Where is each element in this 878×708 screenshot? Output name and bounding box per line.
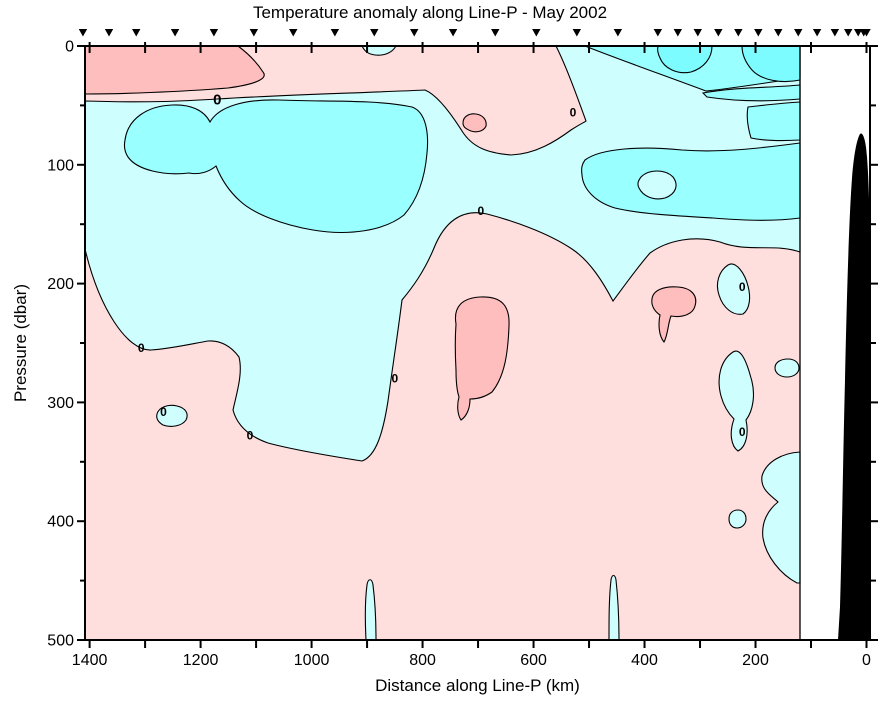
station-marker-icon [491, 29, 500, 37]
y-tick-label: 300 [47, 395, 74, 412]
station-marker-icon [774, 29, 783, 37]
y-tick-label: 500 [47, 633, 74, 650]
station-marker-icon [812, 29, 822, 37]
station-marker-icon [714, 29, 723, 37]
station-marker-icon [853, 29, 863, 37]
station-marker-icon [830, 29, 840, 37]
axis-ticks [77, 42, 878, 648]
contour-regions [84, 45, 870, 641]
x-tick-label: 1000 [294, 652, 330, 669]
cold-spot-small [728, 509, 747, 529]
zero-contour-label: 0 [138, 341, 145, 355]
station-marker-icon [673, 29, 683, 37]
chart-title: Temperature anomaly along Line-P - May 2… [252, 3, 608, 22]
station-marker-icon [132, 29, 141, 37]
x-tick-label: 0 [862, 652, 871, 669]
zero-contour-label: 0 [213, 91, 221, 108]
station-marker-icon [613, 29, 623, 37]
tick-labels: 1400 1200 1000 800 600 400 200 0 0 100 200 300 400 50… [47, 39, 871, 670]
station-marker-icon [104, 29, 114, 37]
station-marker-icon [78, 29, 88, 37]
warm-spot-tongue [462, 113, 487, 133]
station-marker-icon [754, 29, 763, 37]
y-tick-label: 400 [47, 514, 74, 531]
cold-stripe-right-b [746, 101, 801, 142]
surface-warm-core [84, 45, 265, 95]
station-marker-icon [249, 29, 259, 37]
station-marker-icon [209, 29, 219, 37]
cold-lens-nearshore [774, 358, 800, 378]
x-tick-label: 1200 [183, 652, 219, 669]
station-marker-icon [289, 29, 298, 37]
station-marker-icon [693, 29, 703, 37]
zero-contour-label: 0 [739, 280, 746, 294]
station-marker-icon [794, 29, 803, 37]
cold-stripe-right-a [701, 84, 801, 102]
cold-sliver-900km [364, 579, 377, 641]
x-tick-label: 200 [742, 652, 769, 669]
cold-patch-nearshore-b [718, 350, 755, 452]
zero-contour-labels: 0 0 0 0 0 0 0 0 0 [138, 91, 746, 442]
station-marker-icon [330, 29, 340, 37]
zero-contour-label: 0 [477, 204, 484, 218]
station-marker-icon [532, 29, 541, 37]
cold-patch-nearshore-a [716, 263, 751, 315]
cold-sliver-455km [608, 574, 620, 641]
station-marker-icon [734, 29, 743, 37]
y-tick-label: 0 [65, 39, 74, 56]
cold-core-topright-b [741, 45, 801, 83]
zero-contour-label: 0 [160, 405, 167, 419]
x-tick-label: 600 [520, 652, 547, 669]
cold-spot-west [156, 404, 188, 427]
cold-core-west [123, 99, 429, 233]
x-tick-label: 800 [409, 652, 436, 669]
warm-core-deep-a [454, 296, 510, 421]
zero-contour-label: 0 [391, 372, 398, 386]
cold-notch-top [361, 45, 397, 56]
y-tick-label: 200 [47, 276, 74, 293]
warm-core-deep-b [651, 286, 697, 343]
cold-patch-edge [761, 451, 801, 584]
station-marker-icon [370, 29, 379, 37]
station-marker-icon [170, 29, 180, 37]
station-markers [78, 29, 871, 37]
zero-contour-label: 0 [247, 429, 254, 443]
x-tick-label: 400 [631, 652, 658, 669]
zero-contour-label: 0 [739, 425, 746, 439]
station-marker-icon [572, 29, 582, 37]
seafloor [838, 133, 870, 640]
x-axis-label: Distance along Line-P (km) [375, 676, 580, 695]
cold-core-topright-a [657, 45, 713, 74]
station-marker-icon [410, 29, 419, 37]
y-tick-label: 100 [47, 157, 74, 174]
station-marker-icon [653, 29, 663, 37]
cold-core-mid [581, 142, 801, 221]
x-tick-label: 1400 [72, 652, 108, 669]
station-marker-icon [448, 29, 458, 37]
station-marker-icon [843, 29, 853, 37]
zero-contour-label: 0 [570, 106, 577, 120]
y-axis-label: Pressure (dbar) [11, 283, 30, 403]
station-marker-icon [862, 29, 871, 37]
